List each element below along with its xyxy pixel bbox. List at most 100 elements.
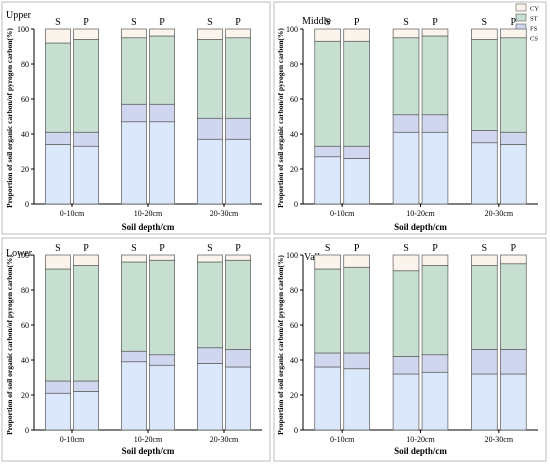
- bar-label: P: [354, 17, 360, 28]
- bar-segment-st: [45, 268, 71, 382]
- bar-label: S: [207, 17, 213, 28]
- bar-segment-st: [225, 37, 251, 119]
- x-axis-label: Soil depth/cm: [122, 222, 175, 232]
- y-tick-label: 80: [290, 286, 298, 295]
- bar-segment-fs: [343, 352, 370, 370]
- bar-segment-cs: [149, 121, 175, 205]
- bar-segment-st: [392, 37, 420, 116]
- bar-label: S: [131, 17, 137, 28]
- bar-segment-cs: [225, 366, 251, 431]
- bar-label: S: [482, 243, 488, 254]
- x-axis-label: Soil depth/cm: [394, 446, 447, 456]
- panel-title: Middle: [302, 16, 331, 27]
- bar-segment-cs: [121, 361, 147, 431]
- y-tick-label: 80: [290, 60, 298, 69]
- panel-border: [1, 237, 271, 462]
- bar-segment-cy: [225, 28, 251, 39]
- y-tick-label: 100: [17, 25, 29, 34]
- bar-segment-fs: [314, 145, 341, 158]
- bar-segment-fs: [392, 356, 420, 375]
- y-tick-label: 40: [21, 356, 29, 365]
- y-tick-label: 0: [25, 426, 29, 435]
- bar-label: P: [354, 243, 360, 254]
- bar-segment-cy: [392, 254, 420, 272]
- bar-segment-fs: [343, 145, 370, 159]
- y-axis-label: Proportion of soil organic carbon/of pyr…: [5, 28, 14, 208]
- y-tick-label: 40: [21, 130, 29, 139]
- bar-segment-st: [121, 261, 147, 352]
- bar-segment-st: [121, 37, 147, 105]
- bar-segment-cs: [73, 145, 99, 205]
- bar-segment-fs: [121, 103, 147, 123]
- x-tick-label: 20-30cm: [210, 435, 239, 444]
- y-tick-label: 80: [21, 60, 29, 69]
- bar-label: P: [83, 17, 89, 28]
- y-tick-label: 100: [286, 251, 298, 260]
- x-tick-label: 20-30cm: [485, 435, 514, 444]
- legend-label-fs: FS: [530, 26, 538, 33]
- bar-segment-st: [45, 42, 71, 133]
- bar-segment-st: [149, 35, 175, 105]
- bar-segment-fs: [471, 349, 498, 375]
- bar-label: P: [235, 243, 241, 254]
- bar-segment-st: [314, 268, 341, 354]
- bar-segment-st: [73, 265, 99, 382]
- x-tick-label: 20-30cm: [210, 209, 239, 218]
- bar-segment-fs: [225, 349, 251, 368]
- legend-label-cs: CS: [530, 36, 538, 43]
- bar-segment-cy: [121, 254, 147, 263]
- bar-segment-st: [392, 270, 420, 357]
- bar-label: S: [403, 243, 409, 254]
- bar-segment-cs: [392, 131, 420, 205]
- legend-swatch-st: [515, 13, 527, 22]
- y-tick-label: 40: [290, 356, 298, 365]
- y-tick-label: 100: [17, 251, 29, 260]
- panel-title: Lower: [6, 248, 33, 259]
- bar-segment-st: [225, 259, 251, 350]
- bar-label: P: [159, 243, 165, 254]
- bar-segment-cy: [343, 254, 370, 268]
- bar-segment-cy: [45, 254, 71, 270]
- bar-segment-fs: [314, 352, 341, 368]
- bar-segment-fs: [197, 117, 223, 140]
- bar-segment-cs: [392, 373, 420, 431]
- x-tick-label: 10-20cm: [134, 209, 163, 218]
- y-tick-label: 60: [290, 95, 298, 104]
- bar-label: S: [403, 17, 409, 28]
- y-tick-label: 60: [21, 95, 29, 104]
- legend-label-st: ST: [530, 16, 538, 23]
- bar-label: S: [207, 243, 213, 254]
- bar-segment-cs: [421, 131, 449, 205]
- bar-segment-cy: [392, 28, 420, 39]
- bar-segment-fs: [149, 354, 175, 366]
- bar-segment-cs: [500, 373, 527, 431]
- bar-label: P: [511, 17, 517, 28]
- bar-segment-cs: [197, 363, 223, 431]
- bar-segment-st: [343, 40, 370, 147]
- bar-segment-fs: [225, 117, 251, 140]
- bar-label: S: [55, 17, 61, 28]
- bar-label: S: [131, 243, 137, 254]
- y-tick-label: 40: [290, 130, 298, 139]
- x-tick-label: 10-20cm: [406, 209, 435, 218]
- x-axis-label: Soil depth/cm: [122, 446, 175, 456]
- x-tick-label: 0-10cm: [330, 435, 355, 444]
- bar-segment-fs: [149, 103, 175, 123]
- bar-label: P: [83, 243, 89, 254]
- bar-label: S: [482, 17, 488, 28]
- x-tick-label: 0-10cm: [330, 209, 355, 218]
- bar-segment-cs: [149, 364, 175, 431]
- bar-segment-cs: [343, 158, 370, 205]
- bar-segment-cy: [149, 254, 175, 261]
- y-tick-label: 80: [21, 286, 29, 295]
- y-tick-label: 0: [294, 200, 298, 209]
- bar-label: S: [55, 243, 61, 254]
- bar-segment-cy: [471, 28, 498, 40]
- bar-label: S: [325, 243, 331, 254]
- y-tick-label: 100: [286, 25, 298, 34]
- y-tick-label: 20: [290, 391, 298, 400]
- bar-segment-cs: [343, 368, 370, 431]
